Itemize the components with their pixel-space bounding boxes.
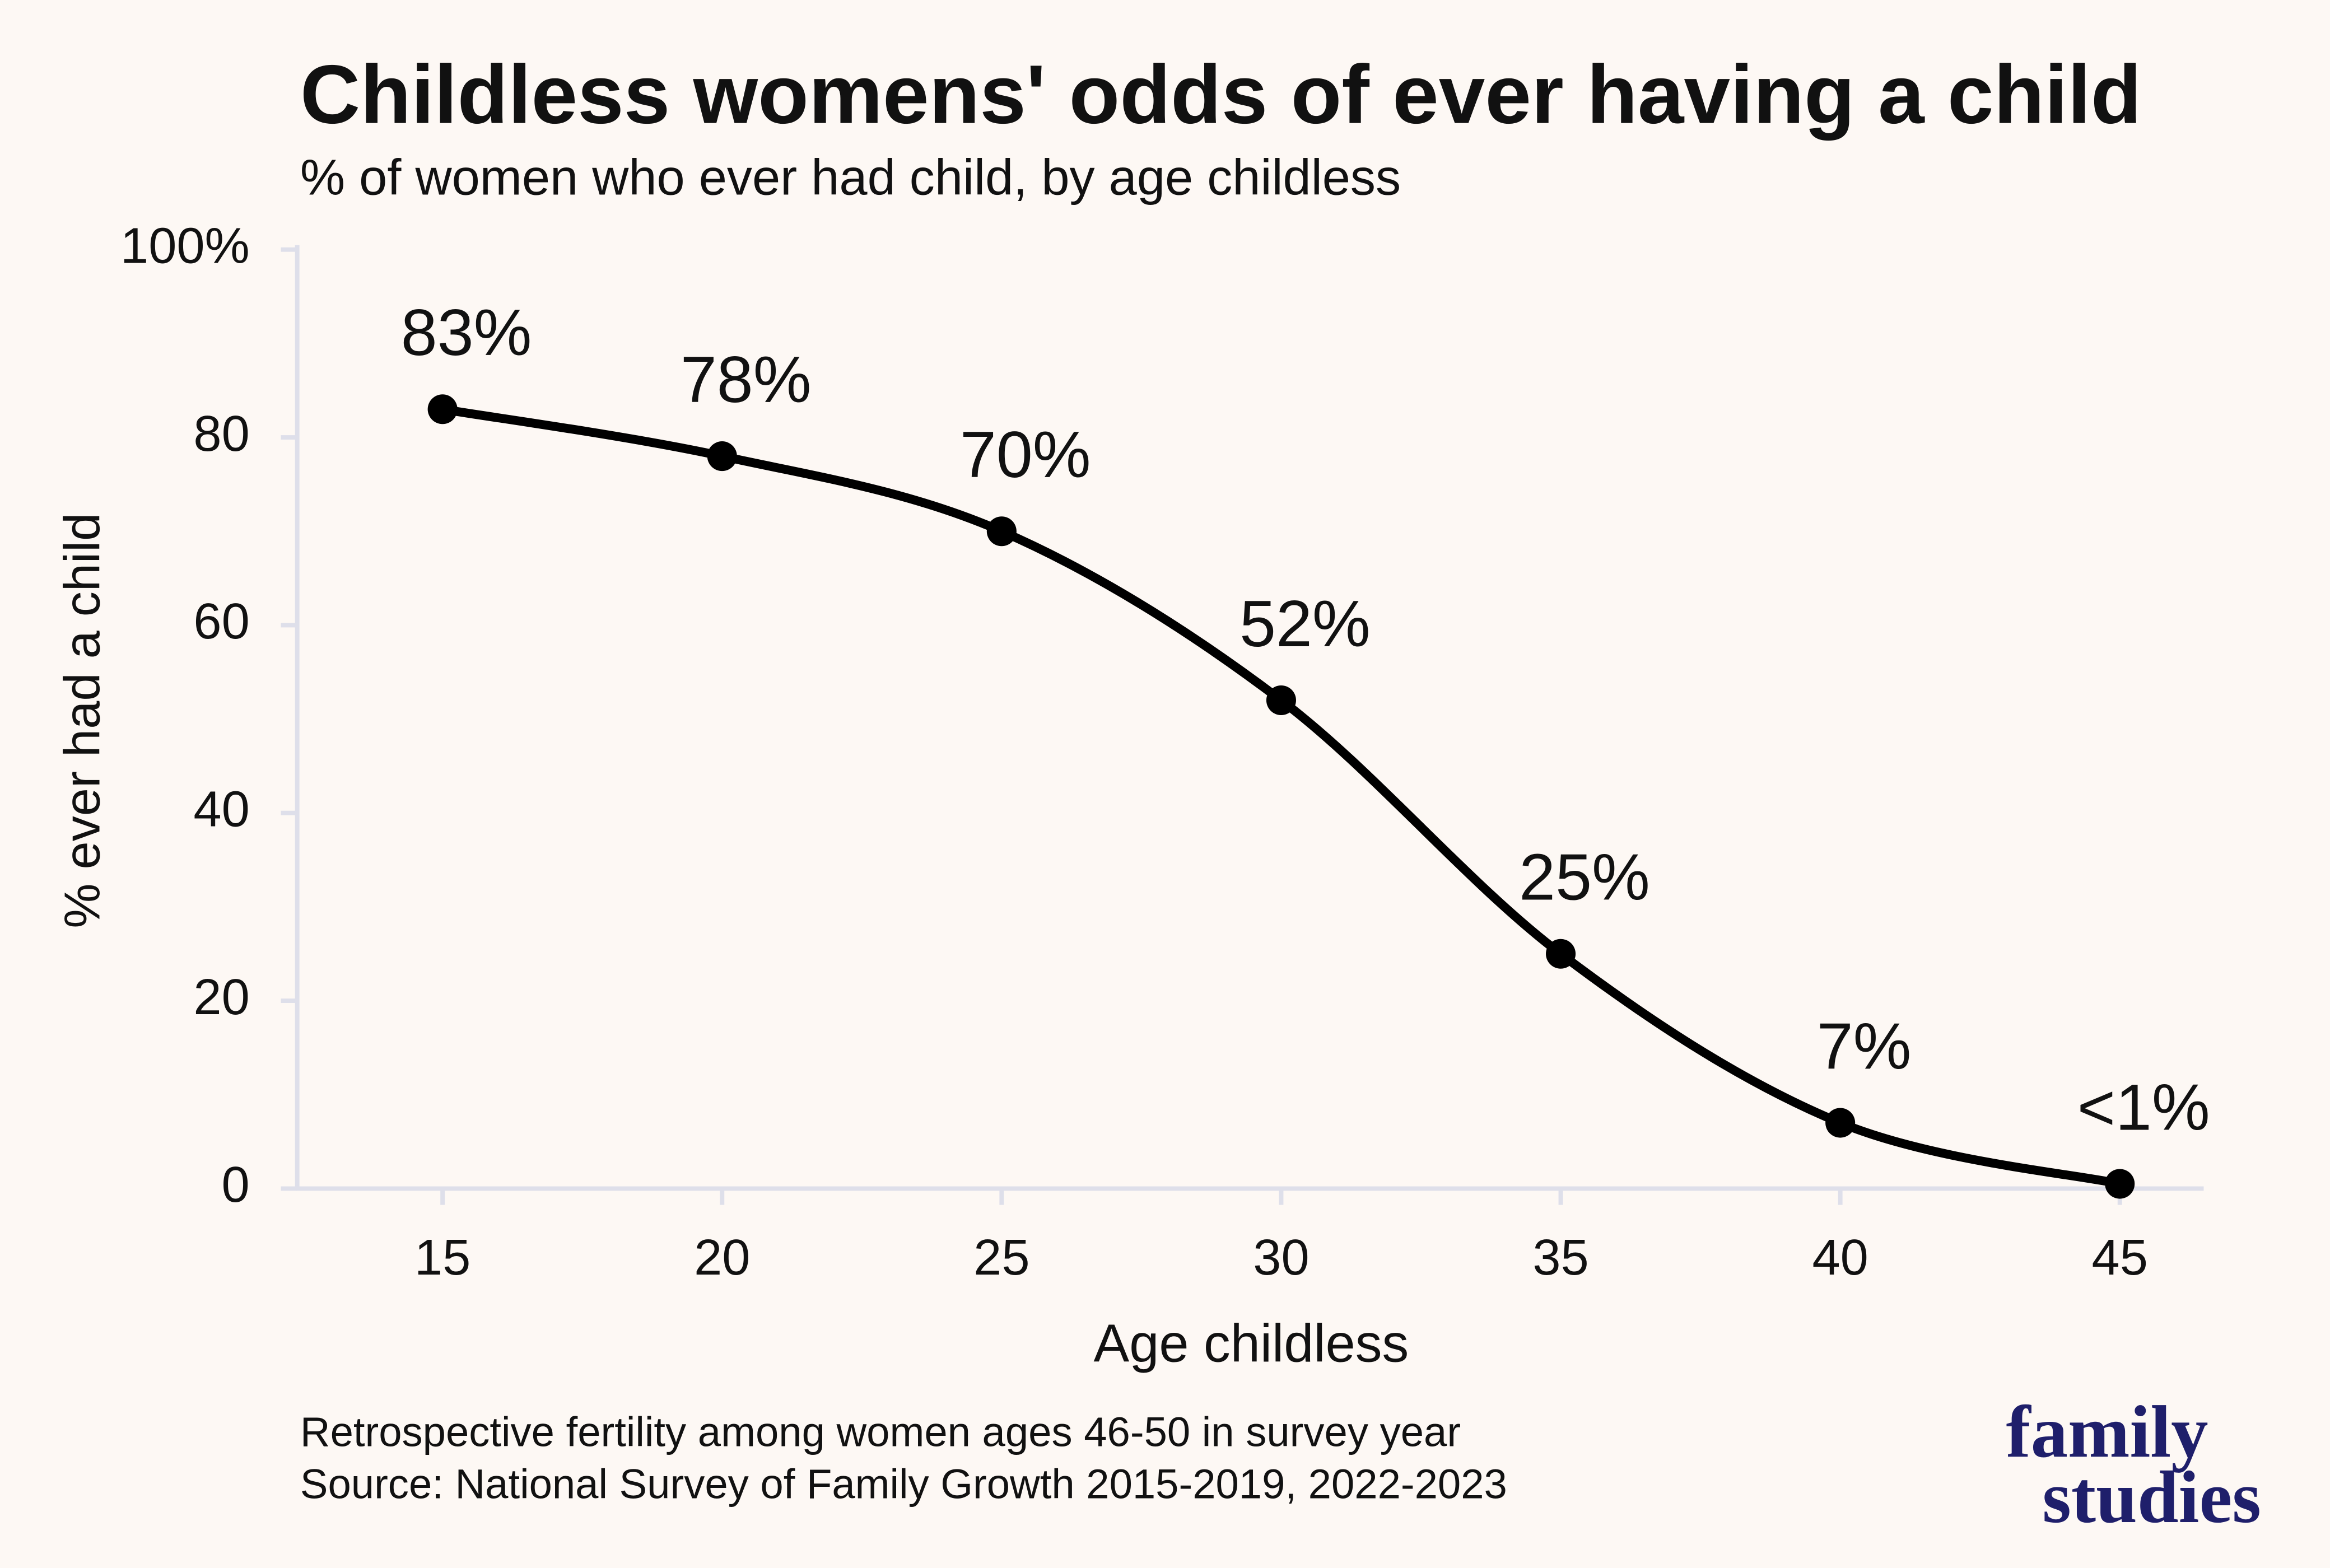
y-tick-label: 60 <box>193 593 249 650</box>
x-tick-label: 35 <box>1532 1229 1588 1286</box>
point <box>707 441 737 472</box>
x-tick-label: 25 <box>973 1229 1029 1286</box>
x-tick-label: 40 <box>1812 1229 1868 1286</box>
x-tick-label: 15 <box>414 1229 470 1286</box>
chart-title: Childless womens' odds of ever having a … <box>300 49 2142 141</box>
y-axis-label: % ever had a child <box>54 513 111 928</box>
point <box>1546 939 1576 969</box>
point <box>427 394 458 424</box>
x-tick-label: 45 <box>2092 1229 2148 1286</box>
data-label: 25% <box>1519 841 1650 914</box>
data-label: 52% <box>1239 587 1371 660</box>
y-tick-label: 20 <box>193 969 249 1025</box>
logo: studies <box>2042 1456 2261 1538</box>
point <box>1266 685 1296 716</box>
note: Retrospective fertility among women ages… <box>300 1408 1461 1455</box>
y-tick-label: 0 <box>222 1156 250 1213</box>
data-label: <1% <box>2077 1071 2210 1144</box>
y-tick-label: 40 <box>193 781 249 838</box>
x-tick-label: 20 <box>694 1229 750 1286</box>
data-label: 70% <box>960 418 1091 491</box>
data-label: 78% <box>681 343 812 416</box>
point <box>986 516 1017 547</box>
y-tick-label: 100% <box>120 218 250 274</box>
chart-subtitle: % of women who ever had child, by age ch… <box>300 149 1401 206</box>
data-label: 83% <box>401 296 532 369</box>
point <box>2105 1169 2135 1199</box>
logo: family <box>2006 1390 2208 1473</box>
x-tick-label: 30 <box>1253 1229 1309 1286</box>
x-axis-label: Age childless <box>1094 1314 1409 1374</box>
point <box>1825 1108 1856 1138</box>
y-tick-label: 80 <box>193 405 249 462</box>
data-label: 7% <box>1817 1010 1912 1083</box>
note: Source: National Survey of Family Growth… <box>300 1460 1507 1507</box>
